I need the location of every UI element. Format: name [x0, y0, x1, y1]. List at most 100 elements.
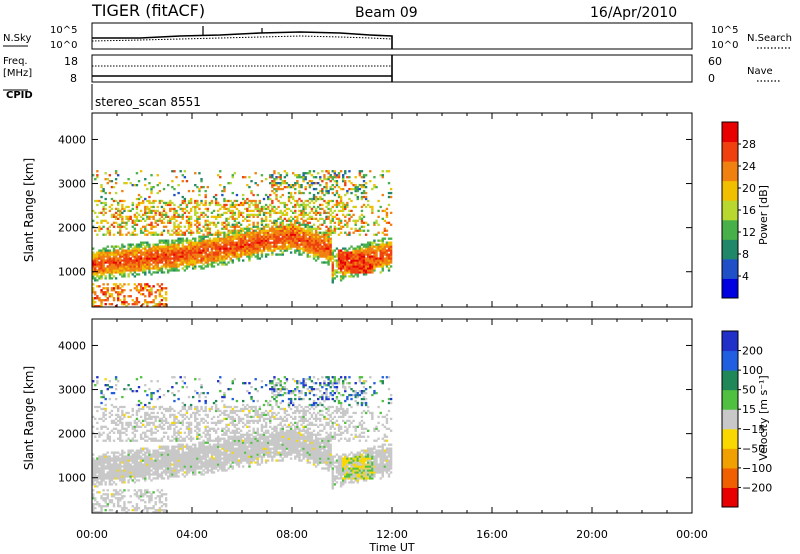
velocity-cell — [146, 469, 149, 472]
power-cell — [283, 231, 287, 234]
power-cell — [296, 239, 299, 242]
power-cell — [283, 227, 287, 230]
power-cell — [117, 297, 120, 300]
power-cell — [173, 253, 176, 256]
velocity-cell — [142, 475, 145, 478]
power-cell — [373, 261, 376, 264]
power-cell — [196, 241, 199, 244]
power-cell — [158, 301, 162, 304]
velocity-cell — [148, 449, 151, 452]
velocity-cell — [114, 376, 118, 379]
power-cell — [96, 265, 99, 268]
power-cell — [233, 235, 237, 238]
velocity-cell — [106, 503, 109, 506]
power-cell — [144, 273, 147, 276]
power-cell — [339, 277, 343, 280]
power-cell — [348, 255, 351, 258]
power-cell — [252, 199, 255, 203]
velocity-cell — [112, 459, 116, 462]
power-cell — [329, 245, 332, 248]
power-cell — [206, 259, 209, 262]
power-cell — [208, 255, 212, 258]
power-cell — [208, 201, 212, 205]
power-cell — [262, 247, 266, 250]
power-cell — [258, 227, 262, 230]
power-cell — [214, 231, 218, 234]
velocity-cell — [202, 421, 205, 425]
velocity-cell — [167, 421, 170, 425]
power-cell — [335, 255, 339, 258]
power-cell — [354, 223, 357, 226]
velocity-cell — [98, 455, 101, 458]
power-cell — [160, 259, 164, 262]
velocity-cell — [150, 380, 153, 383]
power-cell — [160, 233, 164, 236]
power-cell — [192, 231, 195, 234]
power-cell — [250, 237, 253, 240]
power-cell — [173, 207, 176, 211]
power-cell — [173, 209, 176, 213]
velocity-cell — [92, 505, 95, 508]
power-cell — [139, 269, 143, 272]
velocity-cell — [181, 405, 184, 409]
power-cell — [333, 249, 337, 252]
power-cell — [273, 247, 276, 250]
power-cell — [125, 215, 128, 219]
velocity-cell — [102, 419, 105, 423]
power-cell — [294, 225, 297, 228]
power-cell — [148, 289, 151, 292]
velocity-cell — [189, 465, 193, 468]
power-cell — [375, 219, 378, 222]
power-cell — [300, 209, 303, 213]
power-cell — [233, 211, 237, 215]
power-cell — [289, 221, 293, 224]
velocity-cell — [92, 493, 95, 496]
power-cell — [121, 275, 124, 278]
power-cell — [171, 247, 174, 250]
power-cell — [289, 215, 293, 219]
velocity-cell — [133, 489, 137, 492]
velocity-cell — [119, 493, 122, 496]
power-cell — [369, 170, 372, 173]
power-cell — [308, 233, 312, 236]
power-cell — [104, 267, 107, 270]
power-cell — [127, 215, 130, 219]
power-cell — [160, 271, 164, 274]
power-cell — [179, 261, 182, 264]
power-cell — [304, 205, 307, 209]
power-cell — [131, 269, 134, 272]
power-cell — [150, 223, 153, 226]
power-cell — [258, 211, 262, 215]
power-cell — [373, 263, 376, 266]
power-cell — [150, 255, 153, 258]
power-cell — [256, 237, 259, 240]
power-cell — [123, 207, 126, 211]
power-cell — [119, 231, 122, 234]
power-cell — [281, 253, 284, 256]
power-cell — [221, 245, 224, 248]
power-cell — [154, 267, 157, 270]
power-cell — [242, 245, 245, 248]
power-cell — [121, 263, 124, 266]
power-cell — [221, 263, 224, 266]
power-cell — [208, 253, 212, 256]
power-cell — [117, 263, 120, 266]
power-cell — [354, 247, 357, 250]
velocity-cell — [173, 473, 176, 476]
power-cell — [385, 229, 389, 232]
power-cell — [198, 253, 201, 256]
power-cell — [181, 255, 184, 258]
power-cell — [135, 243, 139, 246]
power-cell — [152, 267, 155, 270]
velocity-cell — [200, 473, 203, 476]
velocity-cell — [106, 505, 109, 508]
power-cell — [362, 271, 366, 274]
power-cell — [200, 265, 203, 268]
velocity-cell — [139, 511, 143, 514]
velocity-cell — [196, 433, 199, 436]
velocity-cell — [198, 423, 201, 426]
power-cell — [346, 205, 349, 209]
power-cell — [181, 213, 184, 217]
power-cell — [314, 259, 318, 262]
velocity-cell — [142, 493, 145, 496]
